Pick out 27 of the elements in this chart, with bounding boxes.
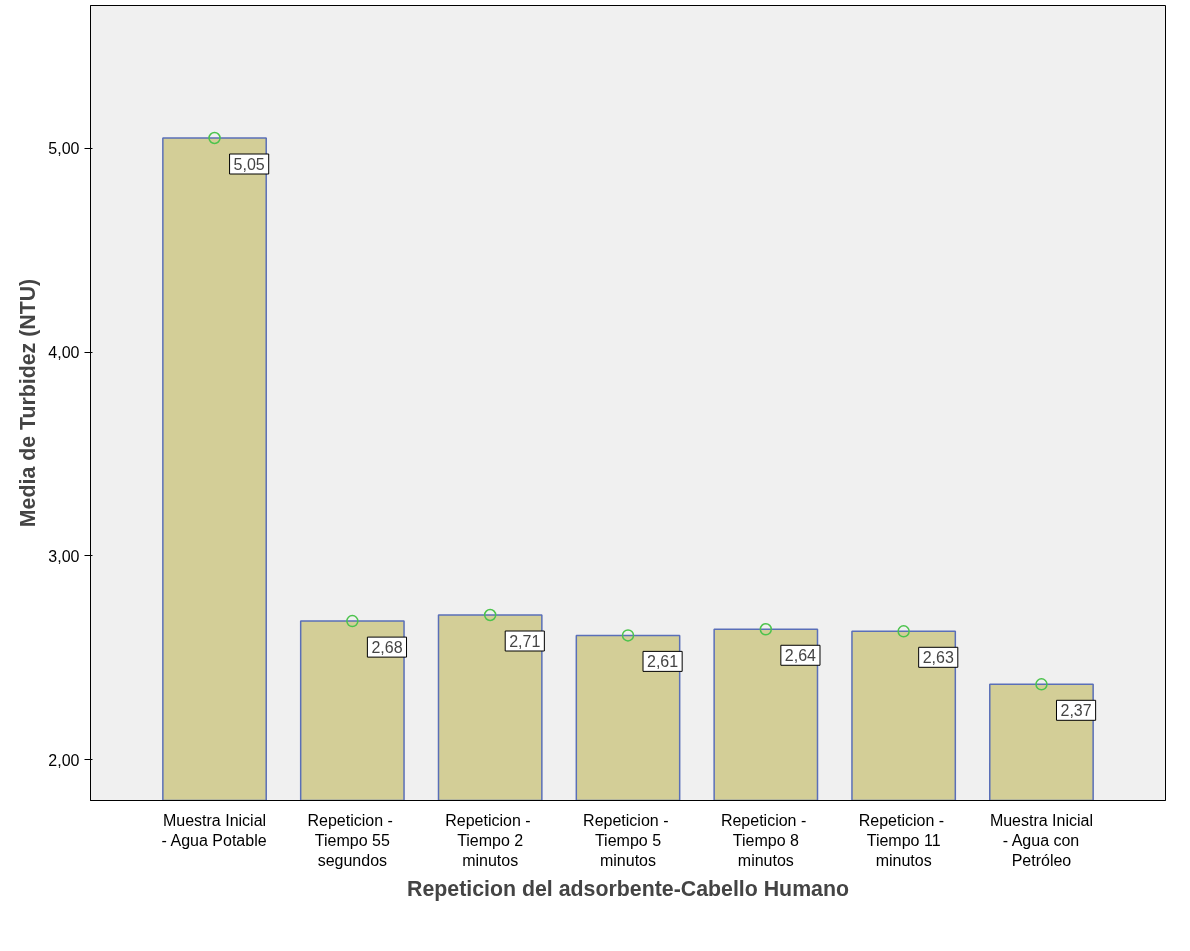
data-label: 2,63 bbox=[922, 649, 954, 667]
point bbox=[483, 608, 497, 622]
y-tick-label: 2,00 bbox=[48, 751, 80, 769]
data-label: 2,71 bbox=[509, 633, 541, 650]
point bbox=[759, 623, 773, 636]
x-tick-label: Repeticion - Tiempo 5 minutos bbox=[583, 811, 669, 870]
data-label: 2,64 bbox=[784, 647, 817, 665]
y-tick-label: 4,00 bbox=[48, 344, 80, 362]
y-tick-label: 3,00 bbox=[48, 547, 80, 565]
data-label: 5,05 bbox=[233, 156, 265, 173]
x-tick-label: Muestra Inicial - Agua con Petróleo bbox=[989, 811, 1094, 870]
point bbox=[208, 131, 221, 145]
data-label: 2,68 bbox=[371, 639, 403, 657]
data-label: 2,61 bbox=[647, 653, 679, 671]
point bbox=[897, 625, 910, 638]
point bbox=[1035, 678, 1048, 691]
y-axis-title: Media de Turbidez (NTU) bbox=[16, 278, 41, 528]
x-tick-label: Repeticion - Tiempo 2 minutos bbox=[445, 811, 531, 870]
x-axis-title: Repeticion del adsorbente-Cabello Humano bbox=[406, 877, 850, 902]
x-tick-label: Repeticion - Tiempo 55 segundos bbox=[307, 811, 393, 870]
point bbox=[621, 629, 635, 642]
x-tick-label: Muestra Inicial - Agua Potable bbox=[161, 811, 267, 849]
data-label: 2,37 bbox=[1060, 702, 1092, 720]
x-tick-label: Repeticion - Tiempo 8 minutos bbox=[720, 811, 807, 870]
point bbox=[346, 614, 359, 628]
x-tick-label: Repeticion - Tiempo 11 minutos bbox=[858, 811, 945, 870]
y-tick-label: 5,00 bbox=[48, 140, 80, 158]
